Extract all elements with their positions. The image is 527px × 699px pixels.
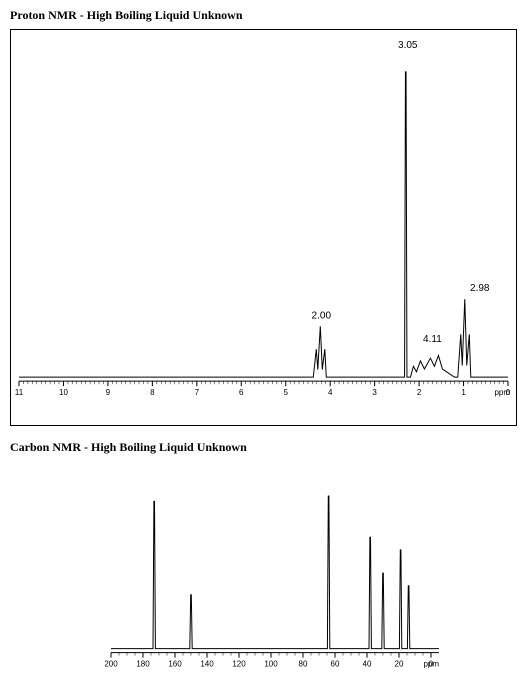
svg-text:7: 7 [195, 388, 200, 397]
svg-text:80: 80 [299, 660, 308, 669]
svg-text:ppm: ppm [423, 660, 439, 669]
svg-text:8: 8 [150, 388, 155, 397]
svg-text:140: 140 [200, 660, 214, 669]
svg-text:3: 3 [372, 388, 377, 397]
svg-text:100: 100 [264, 660, 278, 669]
proton-title: Proton NMR - High Boiling Liquid Unknown [10, 8, 517, 23]
svg-text:2.98: 2.98 [470, 283, 490, 294]
svg-text:5: 5 [284, 388, 289, 397]
svg-text:120: 120 [232, 660, 246, 669]
proton-nmr-chart: 11109876543210ppm2.003.054.112.98 [10, 29, 517, 426]
svg-text:1: 1 [461, 388, 466, 397]
svg-text:ppm: ppm [494, 388, 510, 397]
svg-text:2: 2 [417, 388, 422, 397]
svg-text:40: 40 [363, 660, 372, 669]
svg-text:160: 160 [168, 660, 182, 669]
svg-text:6: 6 [239, 388, 244, 397]
carbon-title: Carbon NMR - High Boiling Liquid Unknown [10, 440, 517, 455]
carbon-nmr-chart: 200180160140120100806040200ppm [105, 461, 445, 691]
svg-text:180: 180 [136, 660, 150, 669]
svg-text:4.11: 4.11 [423, 334, 442, 345]
svg-text:3.05: 3.05 [398, 40, 418, 51]
svg-text:200: 200 [105, 660, 118, 669]
svg-text:2.00: 2.00 [312, 310, 332, 321]
svg-text:20: 20 [395, 660, 404, 669]
svg-text:10: 10 [59, 388, 68, 397]
svg-text:11: 11 [15, 388, 24, 397]
svg-text:60: 60 [331, 660, 340, 669]
svg-text:4: 4 [328, 388, 333, 397]
svg-text:9: 9 [106, 388, 111, 397]
